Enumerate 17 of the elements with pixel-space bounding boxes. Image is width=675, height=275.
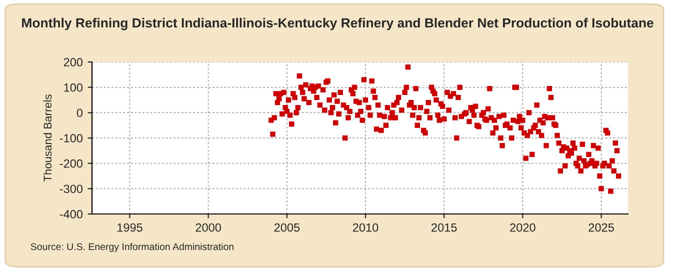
- y-tick-label: -100: [60, 134, 83, 142]
- x-tick-label: 2015: [432, 223, 457, 232]
- y-axis-title: Thousand Barrels: [43, 94, 52, 182]
- source-note: Source: U.S. Energy Information Administration: [30, 242, 234, 252]
- chart-title: Monthly Refining District Indiana-Illinois-Kentucky Refinery and Blender Net Production of Isobutane: [22, 18, 654, 30]
- y-tick-label: 100: [64, 83, 83, 92]
- y-tick-label: -200: [60, 159, 83, 168]
- x-tick-label: 2020: [510, 223, 536, 232]
- x-tick-label: 2000: [196, 223, 221, 232]
- y-tick-label: -300: [60, 184, 83, 194]
- x-tick-label: 2025: [588, 223, 614, 232]
- y-tick-label: 200: [64, 58, 83, 66]
- y-tick-label: -400: [60, 210, 83, 218]
- x-tick-label: 1995: [117, 223, 142, 232]
- y-tick-label: 0: [76, 108, 83, 118]
- x-tick-label: 2010: [352, 223, 378, 232]
- x-tick-label: 2005: [274, 223, 300, 232]
